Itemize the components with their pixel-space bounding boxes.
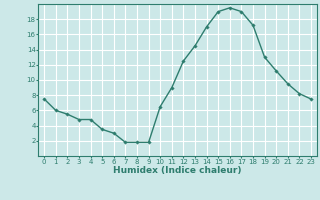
X-axis label: Humidex (Indice chaleur): Humidex (Indice chaleur) [113,166,242,175]
